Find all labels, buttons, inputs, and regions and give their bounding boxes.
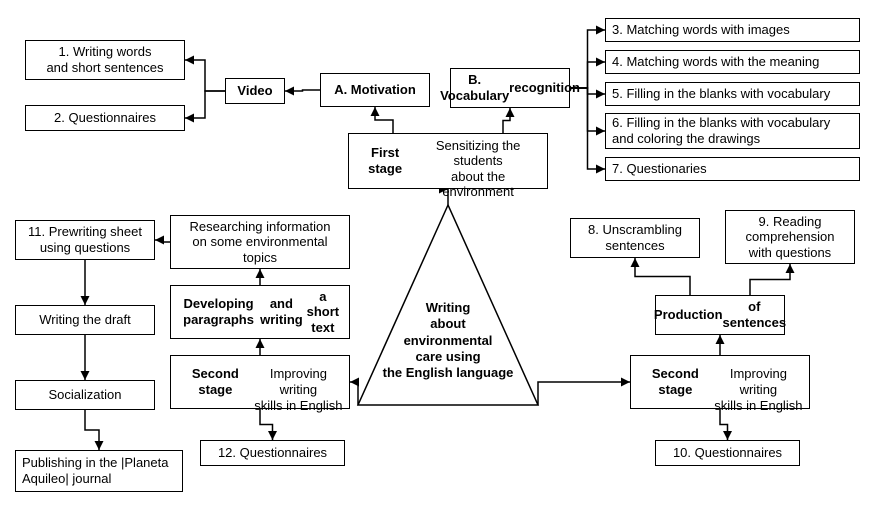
triangle-center-label: Writingaboutenvironmentalcare usingthe E…: [368, 300, 528, 381]
node-video: Video: [225, 78, 285, 104]
node-n8: 8. Unscramblingsentences: [570, 218, 700, 258]
node-research: Researching informationon some environme…: [170, 215, 350, 269]
node-prod: Productionof sentences: [655, 295, 785, 335]
node-soc: Socialization: [15, 380, 155, 410]
node-secondR: Second stageImproving writingskills in E…: [630, 355, 810, 409]
node-n9: 9. Readingcomprehensionwith questions: [725, 210, 855, 264]
node-n6: 6. Filling in the blanks with vocabulary…: [605, 113, 860, 149]
node-n10: 10. Questionnaires: [655, 440, 800, 466]
node-B: B. Vocabularyrecognition: [450, 68, 570, 108]
node-n11: 11. Prewriting sheetusing questions: [15, 220, 155, 260]
node-secondL: Second stageImproving writingskills in E…: [170, 355, 350, 409]
node-n4: 4. Matching words with the meaning: [605, 50, 860, 74]
node-n1: 1. Writing wordsand short sentences: [25, 40, 185, 80]
node-develop: Developing paragraphsand writinga short …: [170, 285, 350, 339]
node-draft: Writing the draft: [15, 305, 155, 335]
node-first: First stageSensitizing the studentsabout…: [348, 133, 548, 189]
node-n5: 5. Filling in the blanks with vocabulary: [605, 82, 860, 106]
node-n2: 2. Questionnaires: [25, 105, 185, 131]
node-pub: Publishing in the |PlanetaAquileo| journ…: [15, 450, 183, 492]
node-n3: 3. Matching words with images: [605, 18, 860, 42]
node-A: A. Motivation: [320, 73, 430, 107]
node-n12: 12. Questionnaires: [200, 440, 345, 466]
node-n7: 7. Questionaries: [605, 157, 860, 181]
diagram-canvas: { "boxes": { "n1": {"label": "1. Writing…: [0, 0, 885, 516]
